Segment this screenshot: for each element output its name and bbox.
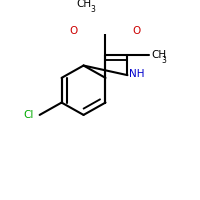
Text: O: O [69, 26, 77, 36]
Text: CH: CH [151, 50, 167, 60]
Text: 3: 3 [91, 5, 96, 14]
Text: 3: 3 [162, 56, 167, 65]
Text: CH: CH [76, 0, 91, 9]
Text: O: O [132, 26, 140, 36]
Text: NH: NH [129, 69, 145, 79]
Text: Cl: Cl [24, 110, 34, 120]
